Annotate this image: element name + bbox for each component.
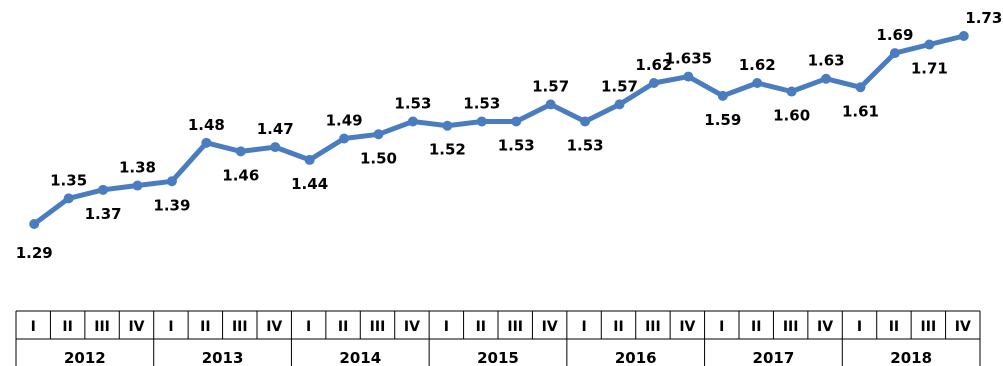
data-point	[752, 78, 763, 88]
quarter-tick-label: IV	[817, 319, 833, 335]
year-tick-label: 2015	[477, 349, 519, 366]
data-point	[63, 193, 74, 204]
data-point	[166, 176, 177, 187]
quarter-tick-label: II	[338, 319, 348, 335]
quarter-tick-label: III	[645, 319, 661, 335]
year-tick-label: 2018	[890, 349, 932, 366]
year-tick-label: 2016	[615, 349, 657, 366]
data-point	[304, 154, 315, 165]
data-point	[29, 219, 40, 229]
data-label: 1.37	[85, 205, 122, 223]
data-point	[511, 116, 522, 127]
quarter-tick-label: III	[232, 319, 248, 335]
data-label: 1.38	[119, 159, 156, 177]
data-label: 1.50	[360, 149, 397, 167]
data-point	[614, 99, 625, 110]
quarter-tick-label: III	[507, 319, 523, 335]
data-label: 1.35	[50, 171, 87, 189]
quarter-tick-label: II	[613, 319, 623, 335]
quarter-tick-label: IV	[955, 319, 971, 335]
series-line-layer	[31, 33, 967, 227]
series-line	[31, 33, 967, 227]
quarter-tick-label: IV	[404, 319, 420, 335]
quarter-tick-label: I	[444, 319, 449, 335]
data-point	[442, 120, 453, 131]
quarter-tick-label: II	[62, 319, 72, 335]
data-label: 1.46	[222, 166, 259, 184]
year-tick-label: 2014	[339, 349, 381, 366]
data-point	[958, 31, 969, 41]
data-point	[407, 116, 418, 127]
data-point	[924, 39, 935, 50]
data-point	[648, 78, 659, 88]
data-point	[580, 116, 591, 127]
data-point	[270, 142, 281, 153]
data-point	[201, 137, 212, 148]
data-label: 1.47	[257, 120, 294, 138]
data-label: 1.39	[153, 196, 190, 214]
data-label: 1.44	[291, 175, 328, 193]
data-point	[786, 86, 797, 97]
data-point	[132, 180, 143, 191]
data-point	[855, 82, 866, 93]
data-label: 1.53	[567, 136, 604, 154]
quarter-tick-label: I	[306, 319, 311, 335]
data-label: 1.53	[463, 94, 500, 112]
data-point	[476, 116, 487, 127]
data-point-layer	[29, 31, 969, 229]
data-label: 1.62	[739, 56, 776, 74]
data-point	[98, 184, 109, 195]
data-label-layer: 1.29 1.35 1.37 1.38 1.39 1.48 1.46 1.47 1.44 1.49…	[16, 9, 1003, 262]
data-label: 1.57	[601, 77, 638, 95]
data-label: 1.61	[842, 102, 879, 120]
quarter-tick-label: III	[783, 319, 799, 335]
data-label: 1.63	[808, 52, 845, 70]
data-label: 1.73	[965, 9, 1002, 27]
data-label: 1.53	[394, 94, 431, 112]
quarter-tick-label: II	[751, 319, 761, 335]
data-point	[717, 90, 728, 101]
quarter-tick-label: I	[168, 319, 173, 335]
quarter-tick-label: IV	[266, 319, 282, 335]
data-point	[683, 71, 694, 82]
data-label: 1.52	[429, 141, 466, 159]
data-label: 1.49	[326, 112, 363, 130]
quarter-tick-label: II	[889, 319, 899, 335]
data-label: 1.60	[773, 107, 810, 125]
data-label: 1.62	[635, 56, 672, 74]
data-label: 1.48	[188, 116, 225, 134]
quarter-tick-label: IV	[128, 319, 144, 335]
data-point	[339, 133, 350, 144]
quarter-tick-label: IV	[542, 319, 558, 335]
data-point	[821, 73, 832, 84]
quarter-tick-label: III	[94, 319, 110, 335]
data-label: 1.71	[911, 60, 948, 78]
quarter-tick-label: II	[476, 319, 486, 335]
quarter-tick-label: I	[581, 319, 586, 335]
data-label: 1.635	[665, 50, 712, 68]
quarter-tick-label: III	[921, 319, 937, 335]
quarter-tick-label: IV	[679, 319, 695, 335]
year-tick-label: 2017	[753, 349, 795, 366]
data-point	[235, 146, 246, 157]
data-label: 1.59	[704, 111, 741, 129]
quarter-tick-label: I	[719, 319, 724, 335]
data-point	[373, 129, 384, 140]
year-tick-label: 2013	[202, 349, 244, 366]
quarter-tick-label: III	[370, 319, 386, 335]
data-point	[889, 48, 900, 59]
data-point	[545, 99, 556, 110]
data-label: 1.53	[498, 136, 535, 154]
year-tick-label: 2012	[64, 349, 106, 366]
data-label: 1.57	[532, 77, 569, 95]
data-label: 1.29	[16, 244, 53, 262]
quarter-tick-label: I	[31, 319, 36, 335]
quarter-tick-label: I	[857, 319, 862, 335]
quarter-tick-label: II	[200, 319, 210, 335]
data-label: 1.69	[876, 26, 913, 44]
category-axis-table: I II III IV I II III IV I II III IV I II III IV I II III IV…	[15, 310, 981, 366]
